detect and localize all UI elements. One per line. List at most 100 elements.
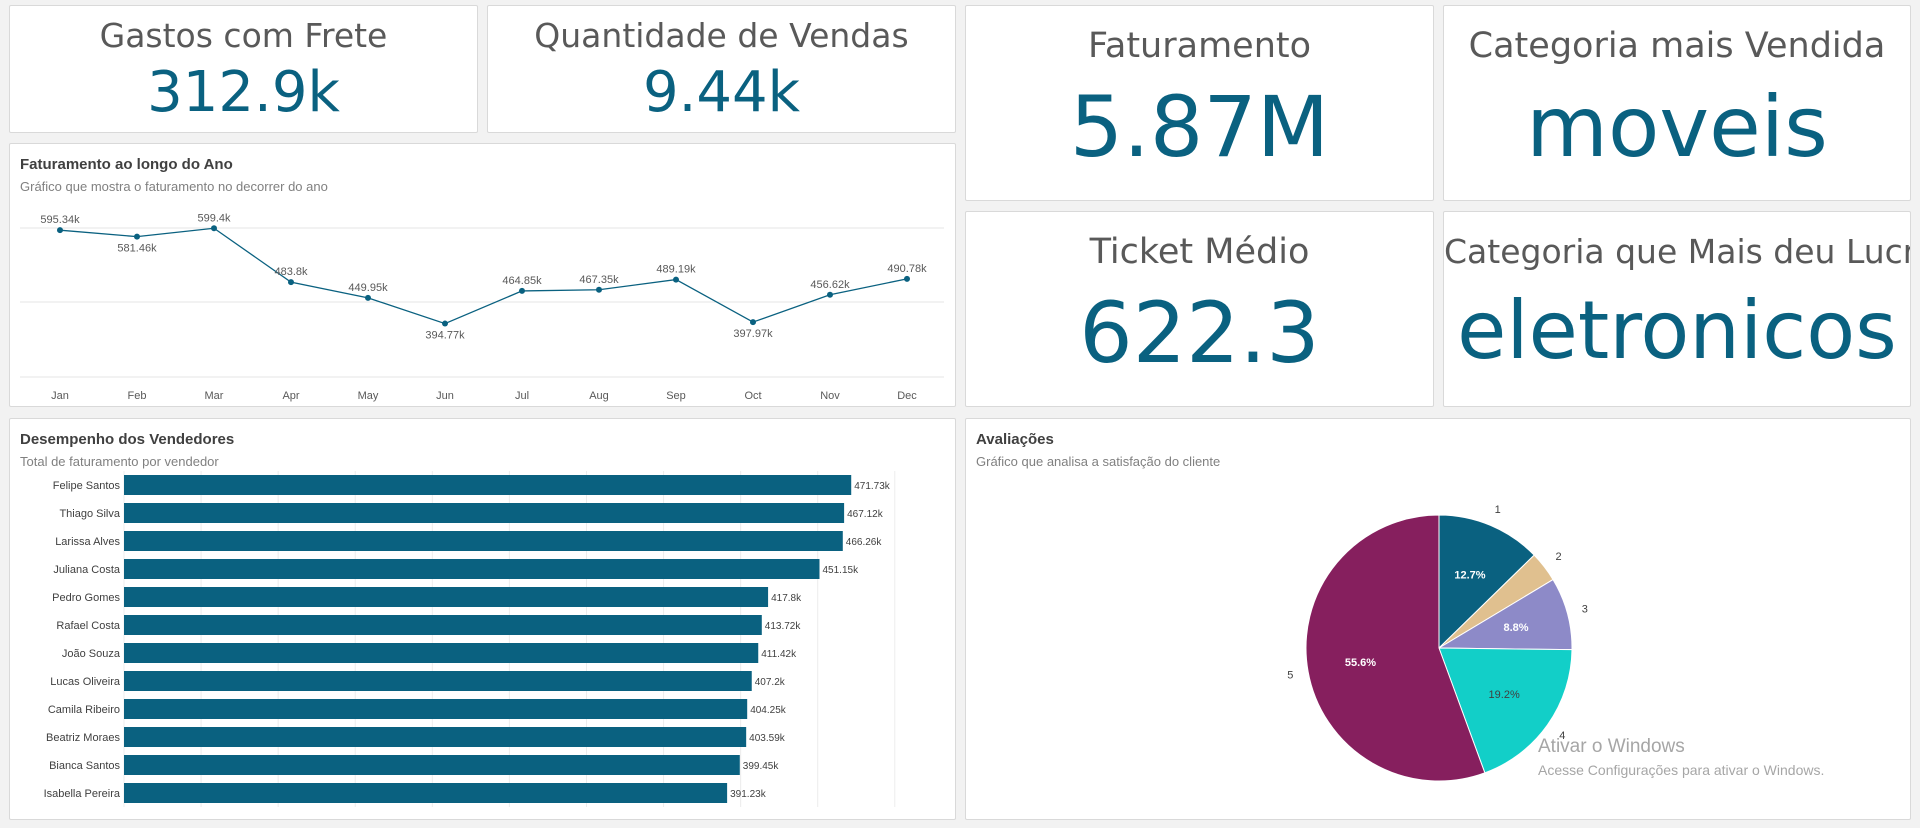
data-point bbox=[673, 276, 679, 283]
kpi-card-frete[interactable]: Gastos com Frete 312.9k bbox=[9, 5, 478, 133]
data-label: 467.35k bbox=[579, 274, 619, 286]
slice-value-label: 8.8% bbox=[1503, 622, 1528, 634]
data-label: 471.73k bbox=[854, 481, 891, 492]
pie-chart: 1 12.7% 2 3 8.8% 4 19.2% 5 55.6% bbox=[1287, 504, 1588, 782]
slice-value-label: 55.6% bbox=[1345, 657, 1376, 669]
kpi-value: 622.3 bbox=[1079, 284, 1320, 382]
bar bbox=[124, 727, 747, 747]
line-chart-panel[interactable]: Faturamento ao longo do Ano Gráfico que … bbox=[9, 143, 956, 407]
data-label: 456.62k bbox=[810, 279, 850, 291]
data-label: 490.78k bbox=[887, 263, 927, 275]
kpi-card-vendas[interactable]: Quantidade de Vendas 9.44k bbox=[487, 5, 956, 133]
panel-title: Desempenho dos Vendedores bbox=[20, 431, 235, 448]
data-point bbox=[57, 227, 63, 234]
data-label: 599.4k bbox=[197, 212, 231, 224]
panel-title: Faturamento ao longo do Ano bbox=[20, 156, 233, 173]
pie-chart-panel[interactable]: Avaliações Gráfico que analisa a satisfa… bbox=[965, 418, 1911, 820]
data-label: 399.45k bbox=[743, 761, 780, 772]
data-label: 466.26k bbox=[846, 537, 883, 548]
bar bbox=[124, 503, 845, 523]
data-point bbox=[904, 275, 910, 282]
category-label: Camila Ribeiro bbox=[48, 704, 120, 716]
kpi-title: Categoria mais Vendida bbox=[1468, 26, 1886, 66]
bar bbox=[124, 587, 769, 607]
data-label: 394.77k bbox=[425, 330, 465, 342]
data-label: 581.46k bbox=[117, 243, 157, 255]
category-label: Beatriz Moraes bbox=[46, 732, 120, 744]
kpi-value: 9.44k bbox=[642, 60, 801, 125]
data-point bbox=[365, 294, 371, 301]
x-tick-label: Mar bbox=[205, 390, 224, 402]
bar bbox=[124, 783, 728, 803]
line-chart: 595.34k Jan 581.46k Feb 599.4k Mar 483.8k Apr 44… bbox=[20, 212, 944, 402]
kpi-card-ticket[interactable]: Ticket Médio 622.3 bbox=[965, 211, 1434, 407]
bar-chart: Felipe Santos 471.73k Thiago Silva 467.12k L… bbox=[44, 471, 896, 807]
slice-category-label: 5 bbox=[1287, 669, 1293, 681]
bar bbox=[124, 475, 852, 495]
kpi-card-categoria-lucro[interactable]: Categoria que Mais deu Lucro eletronicos bbox=[1443, 211, 1911, 407]
pie-slice bbox=[1438, 514, 1535, 650]
data-point bbox=[288, 279, 294, 286]
category-label: Isabella Pereira bbox=[44, 788, 121, 800]
x-tick-label: Dec bbox=[897, 390, 917, 402]
bar bbox=[124, 699, 748, 719]
bar-chart-panel[interactable]: Desempenho dos Vendedores Total de fatur… bbox=[9, 418, 956, 820]
category-label: Rafael Costa bbox=[56, 620, 120, 632]
slice-category-label: 2 bbox=[1556, 551, 1562, 563]
kpi-card-categoria-vendida[interactable]: Categoria mais Vendida moveis bbox=[1443, 5, 1911, 201]
panel-subtitle: Total de faturamento por vendedor bbox=[20, 454, 219, 469]
data-label: 407.2k bbox=[755, 677, 786, 688]
x-tick-label: Oct bbox=[744, 390, 761, 402]
kpi-title: Quantidade de Vendas bbox=[534, 16, 909, 55]
category-label: João Souza bbox=[62, 648, 121, 660]
data-label: 403.59k bbox=[749, 733, 786, 744]
data-point bbox=[134, 233, 140, 240]
data-label: 449.95k bbox=[348, 282, 388, 294]
category-label: Felipe Santos bbox=[53, 480, 121, 492]
pie-slice bbox=[1438, 647, 1573, 774]
x-tick-label: Apr bbox=[282, 390, 299, 402]
watermark-title: Ativar o Windows bbox=[1538, 736, 1685, 757]
bar bbox=[124, 671, 752, 691]
panel-subtitle: Gráfico que analisa a satisfação do clie… bbox=[976, 454, 1221, 469]
category-label: Larissa Alves bbox=[55, 536, 120, 548]
slice-value-label: 12.7% bbox=[1454, 569, 1485, 581]
kpi-value: 5.87M bbox=[1069, 78, 1330, 176]
data-label: 451.15k bbox=[822, 565, 859, 576]
data-label: 467.12k bbox=[847, 509, 884, 520]
data-label: 413.72k bbox=[765, 621, 802, 632]
data-point bbox=[211, 225, 217, 232]
kpi-title: Categoria que Mais deu Lucro bbox=[1444, 232, 1911, 271]
category-label: Bianca Santos bbox=[49, 760, 120, 772]
bar bbox=[124, 755, 740, 775]
data-label: 411.42k bbox=[761, 649, 797, 660]
data-label: 417.8k bbox=[771, 593, 802, 604]
series-line bbox=[59, 227, 908, 325]
category-label: Thiago Silva bbox=[59, 508, 120, 520]
x-tick-label: Jan bbox=[51, 390, 69, 402]
data-point bbox=[519, 287, 525, 294]
kpi-title: Faturamento bbox=[1087, 26, 1312, 66]
kpi-value: eletronicos bbox=[1457, 284, 1897, 377]
x-tick-label: Jul bbox=[515, 390, 529, 402]
x-tick-label: Feb bbox=[128, 390, 147, 402]
watermark-text: Acesse Configurações para ativar o Windo… bbox=[1538, 762, 1825, 778]
slice-value-label: 19.2% bbox=[1489, 689, 1520, 701]
panel-title: Avaliações bbox=[976, 431, 1054, 448]
kpi-value: moveis bbox=[1526, 78, 1828, 176]
slice-category-label: 4 bbox=[1559, 730, 1565, 742]
kpi-title: Gastos com Frete bbox=[99, 16, 388, 55]
data-point bbox=[750, 319, 756, 326]
category-label: Juliana Costa bbox=[53, 564, 121, 576]
kpi-value: 312.9k bbox=[147, 60, 340, 125]
pie-slice bbox=[1305, 514, 1486, 782]
kpi-card-faturamento[interactable]: Faturamento 5.87M bbox=[965, 5, 1434, 201]
x-tick-label: Nov bbox=[820, 390, 840, 402]
data-point bbox=[596, 286, 602, 293]
data-label: 489.19k bbox=[656, 264, 696, 276]
data-label: 404.25k bbox=[750, 705, 787, 716]
data-point bbox=[827, 291, 833, 298]
bar bbox=[124, 643, 759, 663]
category-label: Lucas Oliveira bbox=[50, 676, 121, 688]
category-label: Pedro Gomes bbox=[52, 592, 120, 604]
